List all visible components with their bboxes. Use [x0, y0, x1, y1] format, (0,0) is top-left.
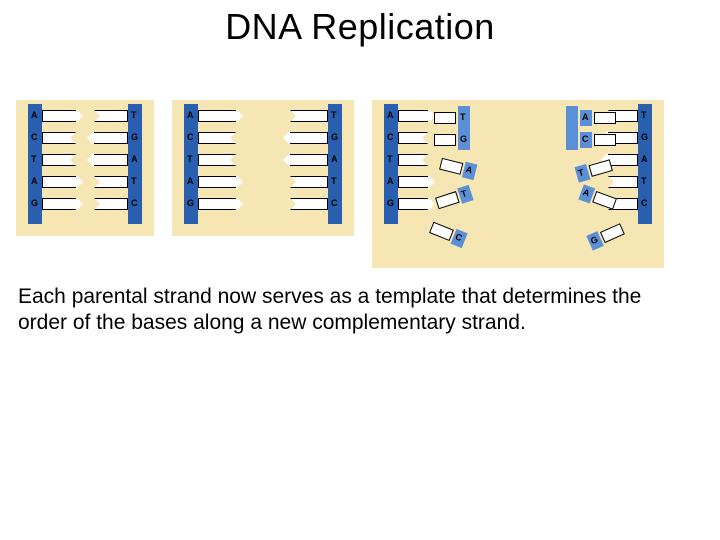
incoming-label: C — [582, 134, 589, 144]
base-L — [42, 176, 76, 188]
base-label-left: A — [187, 176, 194, 186]
diagram-panels: ATCGTAATGC ATCGTAATGC ACTAGTGATCTGATCACT… — [16, 100, 664, 268]
incoming-label: A — [582, 112, 589, 122]
base-label-right: T — [131, 176, 137, 186]
incoming-nucleotide: G — [434, 132, 470, 148]
caption-text: Each parental strand now serves as a tem… — [18, 284, 678, 337]
incoming-nucleotide: A — [580, 110, 616, 126]
base-label-right: A — [131, 154, 138, 164]
base-L — [42, 110, 76, 122]
base-R — [94, 154, 128, 166]
page-title: DNA Replication — [0, 6, 720, 48]
base-label-left: C — [387, 132, 394, 142]
new-backbone-right — [566, 106, 578, 150]
base-L — [198, 176, 236, 188]
base-label-left: C — [31, 132, 38, 142]
base-label-left: A — [31, 110, 38, 120]
base-label-right: T — [641, 176, 647, 186]
base-L — [198, 198, 236, 210]
incoming-nucleotide: C — [428, 220, 467, 248]
base-label-left: A — [187, 110, 194, 120]
base-label-left: T — [187, 154, 193, 164]
incoming-nucleotide: T — [434, 185, 473, 211]
panel-3-templating: ACTAGTGATCTGATCACTAG — [372, 100, 664, 268]
base-label-left: G — [31, 198, 38, 208]
base-R — [290, 154, 328, 166]
incoming-nucleotide: A — [578, 184, 617, 211]
base-label-right: T — [331, 110, 337, 120]
base-label-right: T — [131, 110, 137, 120]
base-L — [42, 198, 76, 210]
base-label-right: C — [331, 198, 338, 208]
base-L — [198, 110, 236, 122]
base-label-left: G — [187, 198, 194, 208]
panel-2-separated: A T C G T A A T G C — [172, 100, 354, 236]
base-label-right: A — [641, 154, 648, 164]
base-L — [398, 176, 428, 188]
base-label-right: C — [641, 198, 648, 208]
base-label-left: A — [387, 176, 394, 186]
base-label-left: G — [387, 198, 394, 208]
base-label-left: A — [387, 110, 394, 120]
base-label-left: T — [387, 154, 393, 164]
base-label-right: T — [331, 176, 337, 186]
incoming-nucleotide: C — [580, 132, 616, 148]
incoming-nucleotide: A — [439, 156, 478, 180]
base-R — [94, 132, 128, 144]
base-label-right: G — [131, 132, 138, 142]
base-label-left: C — [187, 132, 194, 142]
base-label-left: T — [31, 154, 37, 164]
base-label-right: G — [331, 132, 338, 142]
base-L — [398, 198, 428, 210]
panel-1-duplex: A T C G T A A T G C — [16, 100, 154, 236]
base-R — [290, 132, 328, 144]
incoming-label: G — [460, 134, 467, 144]
base-label-right: C — [131, 198, 138, 208]
base-R — [608, 154, 638, 166]
incoming-label: T — [460, 112, 466, 122]
base-L — [398, 110, 428, 122]
base-label-right: T — [641, 110, 647, 120]
incoming-nucleotide: T — [434, 110, 470, 126]
incoming-nucleotide: G — [586, 221, 625, 250]
base-label-left: A — [31, 176, 38, 186]
base-label-right: G — [641, 132, 648, 142]
base-label-right: A — [331, 154, 338, 164]
